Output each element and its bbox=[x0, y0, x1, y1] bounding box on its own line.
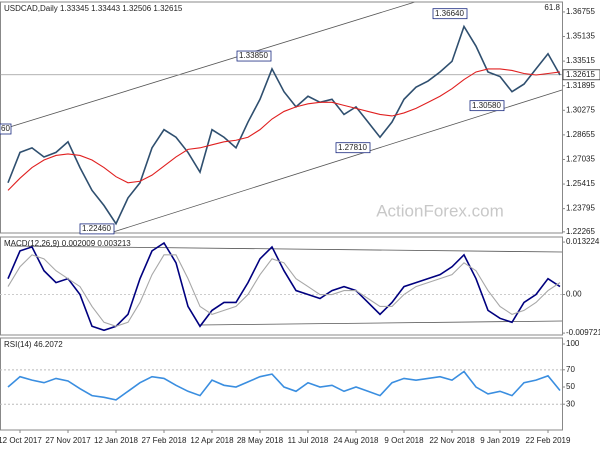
y-tick-label: 0.00 bbox=[566, 290, 582, 299]
x-tick-label: 28 May 2018 bbox=[237, 436, 284, 445]
edge-box bbox=[0, 123, 12, 135]
series-line bbox=[7, 241, 561, 332]
y-tick-label: 70 bbox=[566, 365, 575, 374]
y-tick-label: 1.22265 bbox=[566, 227, 595, 236]
panel-title: RSI(14) 46.2072 bbox=[4, 340, 63, 349]
annotation-label: 1.33850 bbox=[239, 51, 268, 60]
x-tick-label: 22 Feb 2019 bbox=[526, 436, 571, 445]
annotation-label: 1.30580 bbox=[472, 101, 501, 110]
last-price-label: 1.32615 bbox=[566, 70, 595, 79]
y-tick-label: 50 bbox=[566, 382, 575, 391]
annotation-box bbox=[236, 50, 272, 62]
x-tick-label: 12 Jan 2018 bbox=[94, 436, 139, 445]
y-tick-label: 1.30275 bbox=[566, 105, 595, 114]
annotation-box bbox=[432, 8, 468, 20]
y-tick-label: 1.27035 bbox=[566, 155, 595, 164]
panel-frame bbox=[0, 236, 563, 336]
y-tick-label: 1.35135 bbox=[566, 32, 595, 41]
y-tick-label: 1.23795 bbox=[566, 204, 595, 213]
annotation-box bbox=[79, 223, 115, 235]
x-tick-label: 9 Oct 2018 bbox=[384, 436, 424, 445]
y-tick-label: -0.009721 bbox=[566, 328, 600, 337]
channel-upper bbox=[0, 1, 416, 131]
y-tick-label: 1.31895 bbox=[566, 81, 595, 90]
channel-lower bbox=[109, 89, 563, 234]
y-tick-label: 30 bbox=[566, 399, 575, 408]
x-tick-label: 9 Jan 2019 bbox=[480, 436, 520, 445]
y-tick-label: 100 bbox=[566, 339, 580, 348]
y-tick-label: 1.28655 bbox=[566, 130, 595, 139]
macd-channel-lower bbox=[199, 320, 563, 326]
annotation-label: 1.36640 bbox=[435, 9, 464, 18]
last-price-box bbox=[562, 69, 600, 81]
x-tick-label: 27 Feb 2018 bbox=[142, 436, 187, 445]
series-line bbox=[7, 24, 561, 226]
x-tick-label: 12 Oct 2017 bbox=[0, 436, 42, 445]
watermark: ActionForex.com bbox=[376, 201, 504, 220]
annotation-box bbox=[469, 100, 505, 112]
x-tick-label: 11 Jul 2018 bbox=[288, 436, 329, 445]
panel-frame bbox=[0, 337, 563, 431]
fib-label: 61.8 bbox=[544, 3, 560, 12]
macd-channel-upper bbox=[9, 245, 563, 253]
y-tick-label: 1.36755 bbox=[566, 7, 595, 16]
series-line bbox=[7, 254, 561, 327]
x-tick-label: 12 Apr 2018 bbox=[190, 436, 234, 445]
y-tick-label: 1.33515 bbox=[566, 56, 595, 65]
series-line bbox=[7, 370, 561, 401]
panel-frame bbox=[0, 1, 563, 234]
x-tick-label: 27 Nov 2017 bbox=[45, 436, 91, 445]
edge-label: 60 bbox=[1, 124, 10, 133]
annotation-label: 1.27810 bbox=[338, 143, 367, 152]
annotation-box bbox=[335, 142, 371, 154]
y-tick-label: 1.25415 bbox=[566, 179, 595, 188]
panel-title: MACD(12,26,9) 0.002009 0.003213 bbox=[4, 239, 131, 248]
annotation-label: 1.22460 bbox=[82, 224, 111, 233]
panel-title: USDCAD,Daily 1.33345 1.33443 1.32506 1.3… bbox=[4, 4, 183, 13]
x-tick-label: 22 Nov 2018 bbox=[429, 436, 475, 445]
y-tick-label: 0.013224 bbox=[566, 237, 600, 246]
x-tick-label: 24 Aug 2018 bbox=[334, 436, 379, 445]
series-line bbox=[7, 68, 561, 191]
